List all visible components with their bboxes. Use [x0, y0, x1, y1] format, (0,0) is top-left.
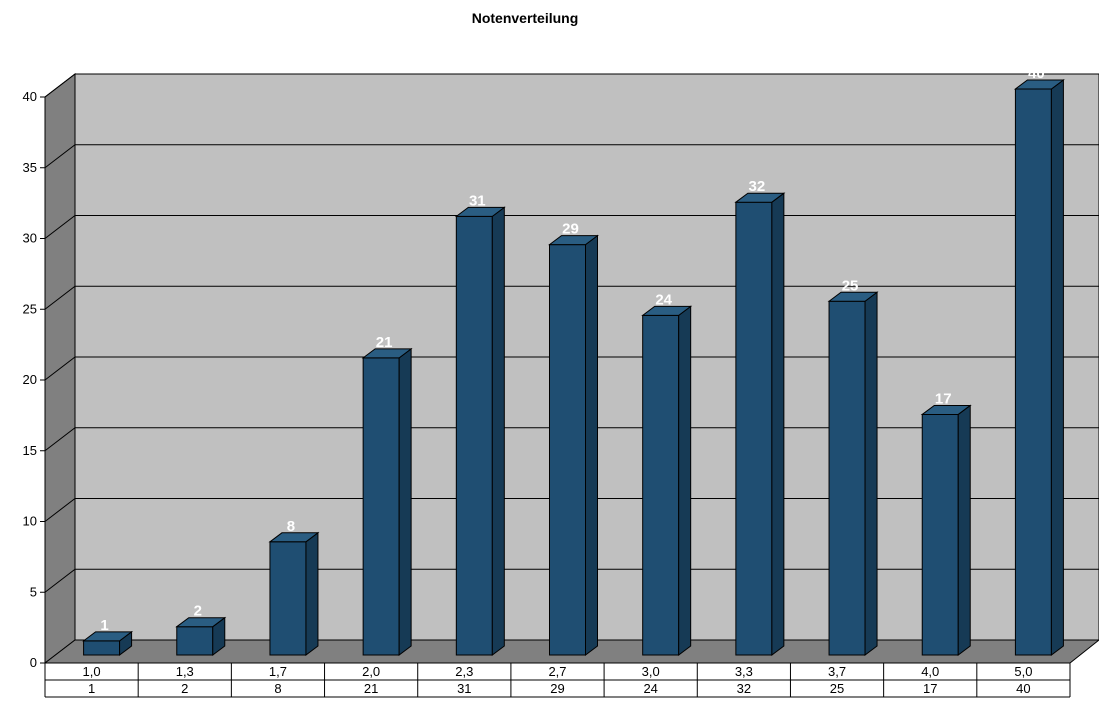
bar-top	[641, 305, 693, 316]
y-tick-label: 35	[23, 160, 37, 175]
bar	[82, 630, 134, 656]
table-value: 40	[1016, 681, 1030, 696]
bar-top	[175, 617, 227, 628]
x-tick-label: 1,0	[83, 664, 101, 679]
y-tick-label: 5	[30, 584, 37, 599]
x-tick-label: 2,7	[548, 664, 566, 679]
y-tick-label: 15	[23, 443, 37, 458]
data-table: 1,0 1 1,3 2 1,7 8 2,0 21 2,3 31 2,7 29 3,0 24 3,3 32 3,7…	[44, 662, 1071, 698]
x-tick-label: 2,3	[455, 664, 473, 679]
data-label: 32	[749, 178, 766, 195]
bar-side	[771, 192, 785, 656]
bar	[641, 305, 693, 656]
y-axis: 0 5 10 15 20 25 30 35 40	[23, 89, 46, 670]
x-tick-label: 3,3	[735, 664, 753, 679]
bar-top	[361, 348, 413, 359]
table-value: 17	[923, 681, 937, 696]
bar-top	[920, 404, 972, 415]
data-label: 25	[842, 277, 859, 294]
bar-side	[957, 404, 971, 656]
x-tick-label: 2,0	[362, 664, 380, 679]
table-value: 31	[457, 681, 471, 696]
x-tick-label: 3,7	[828, 664, 846, 679]
bars	[82, 79, 1065, 656]
bar-top	[827, 291, 879, 302]
bar	[827, 291, 879, 656]
bar-front	[269, 541, 307, 656]
bar-front	[735, 201, 773, 656]
bar-side	[678, 305, 692, 656]
gridline	[44, 73, 1099, 98]
bar-front	[921, 413, 959, 656]
data-label: 31	[469, 192, 486, 209]
bar-top	[734, 192, 786, 203]
data-labels: 1 2 8 21 31 29 24 32 25 17 40	[100, 65, 1044, 634]
y-tick-label: 10	[23, 514, 37, 529]
y-tick-label: 0	[30, 655, 37, 670]
bar	[920, 404, 972, 656]
bar-side	[864, 291, 878, 656]
x-tick-label: 1,7	[269, 664, 287, 679]
bar-front	[642, 314, 680, 656]
table-value: 25	[830, 681, 844, 696]
table-value: 29	[550, 681, 564, 696]
bar-front	[455, 215, 493, 656]
bar	[175, 616, 227, 656]
bar-front	[828, 300, 866, 656]
bar-side	[398, 347, 412, 656]
table-value: 24	[643, 681, 657, 696]
x-tick-label: 3,0	[642, 664, 660, 679]
bar	[268, 531, 320, 656]
bar-side	[585, 234, 598, 656]
data-label: 21	[376, 334, 393, 351]
x-tick-label: 4,0	[921, 664, 939, 679]
y-tick-label: 40	[23, 89, 37, 104]
y-tick-label: 20	[23, 372, 37, 387]
bar-front	[176, 626, 214, 656]
bar-front	[1014, 88, 1052, 656]
bar	[1013, 79, 1065, 656]
bar-front	[362, 357, 400, 656]
bar-top	[268, 532, 320, 543]
bar-side	[305, 531, 319, 656]
bar	[548, 234, 599, 656]
bar-front	[549, 244, 586, 656]
y-tick-label: 25	[23, 301, 37, 316]
bar-top	[548, 235, 599, 246]
x-tick-label: 1,3	[176, 664, 194, 679]
x-tick-label: 5,0	[1014, 664, 1032, 679]
bar	[454, 206, 506, 656]
data-label: 24	[655, 291, 672, 308]
data-label: 8	[287, 518, 295, 535]
bar	[361, 347, 413, 656]
bar	[734, 192, 786, 656]
gridline	[44, 144, 1099, 169]
chart-title: Notenverteilung	[472, 10, 579, 26]
data-label: 1	[100, 617, 108, 634]
bar-top	[82, 631, 134, 642]
table-value: 2	[181, 681, 188, 696]
table-value: 1	[88, 681, 95, 696]
data-label: 40	[1028, 65, 1045, 82]
bar-side	[1050, 79, 1064, 656]
data-label: 29	[562, 221, 579, 238]
y-tick-label: 30	[23, 231, 37, 246]
bar-top	[454, 206, 506, 217]
bar-front	[83, 640, 121, 656]
bar-top	[1013, 79, 1065, 90]
table-value: 32	[737, 681, 751, 696]
data-label: 2	[194, 603, 202, 620]
bar-side	[491, 206, 505, 656]
table-value: 21	[364, 681, 378, 696]
data-label: 17	[935, 390, 952, 407]
table-value: 8	[274, 681, 281, 696]
